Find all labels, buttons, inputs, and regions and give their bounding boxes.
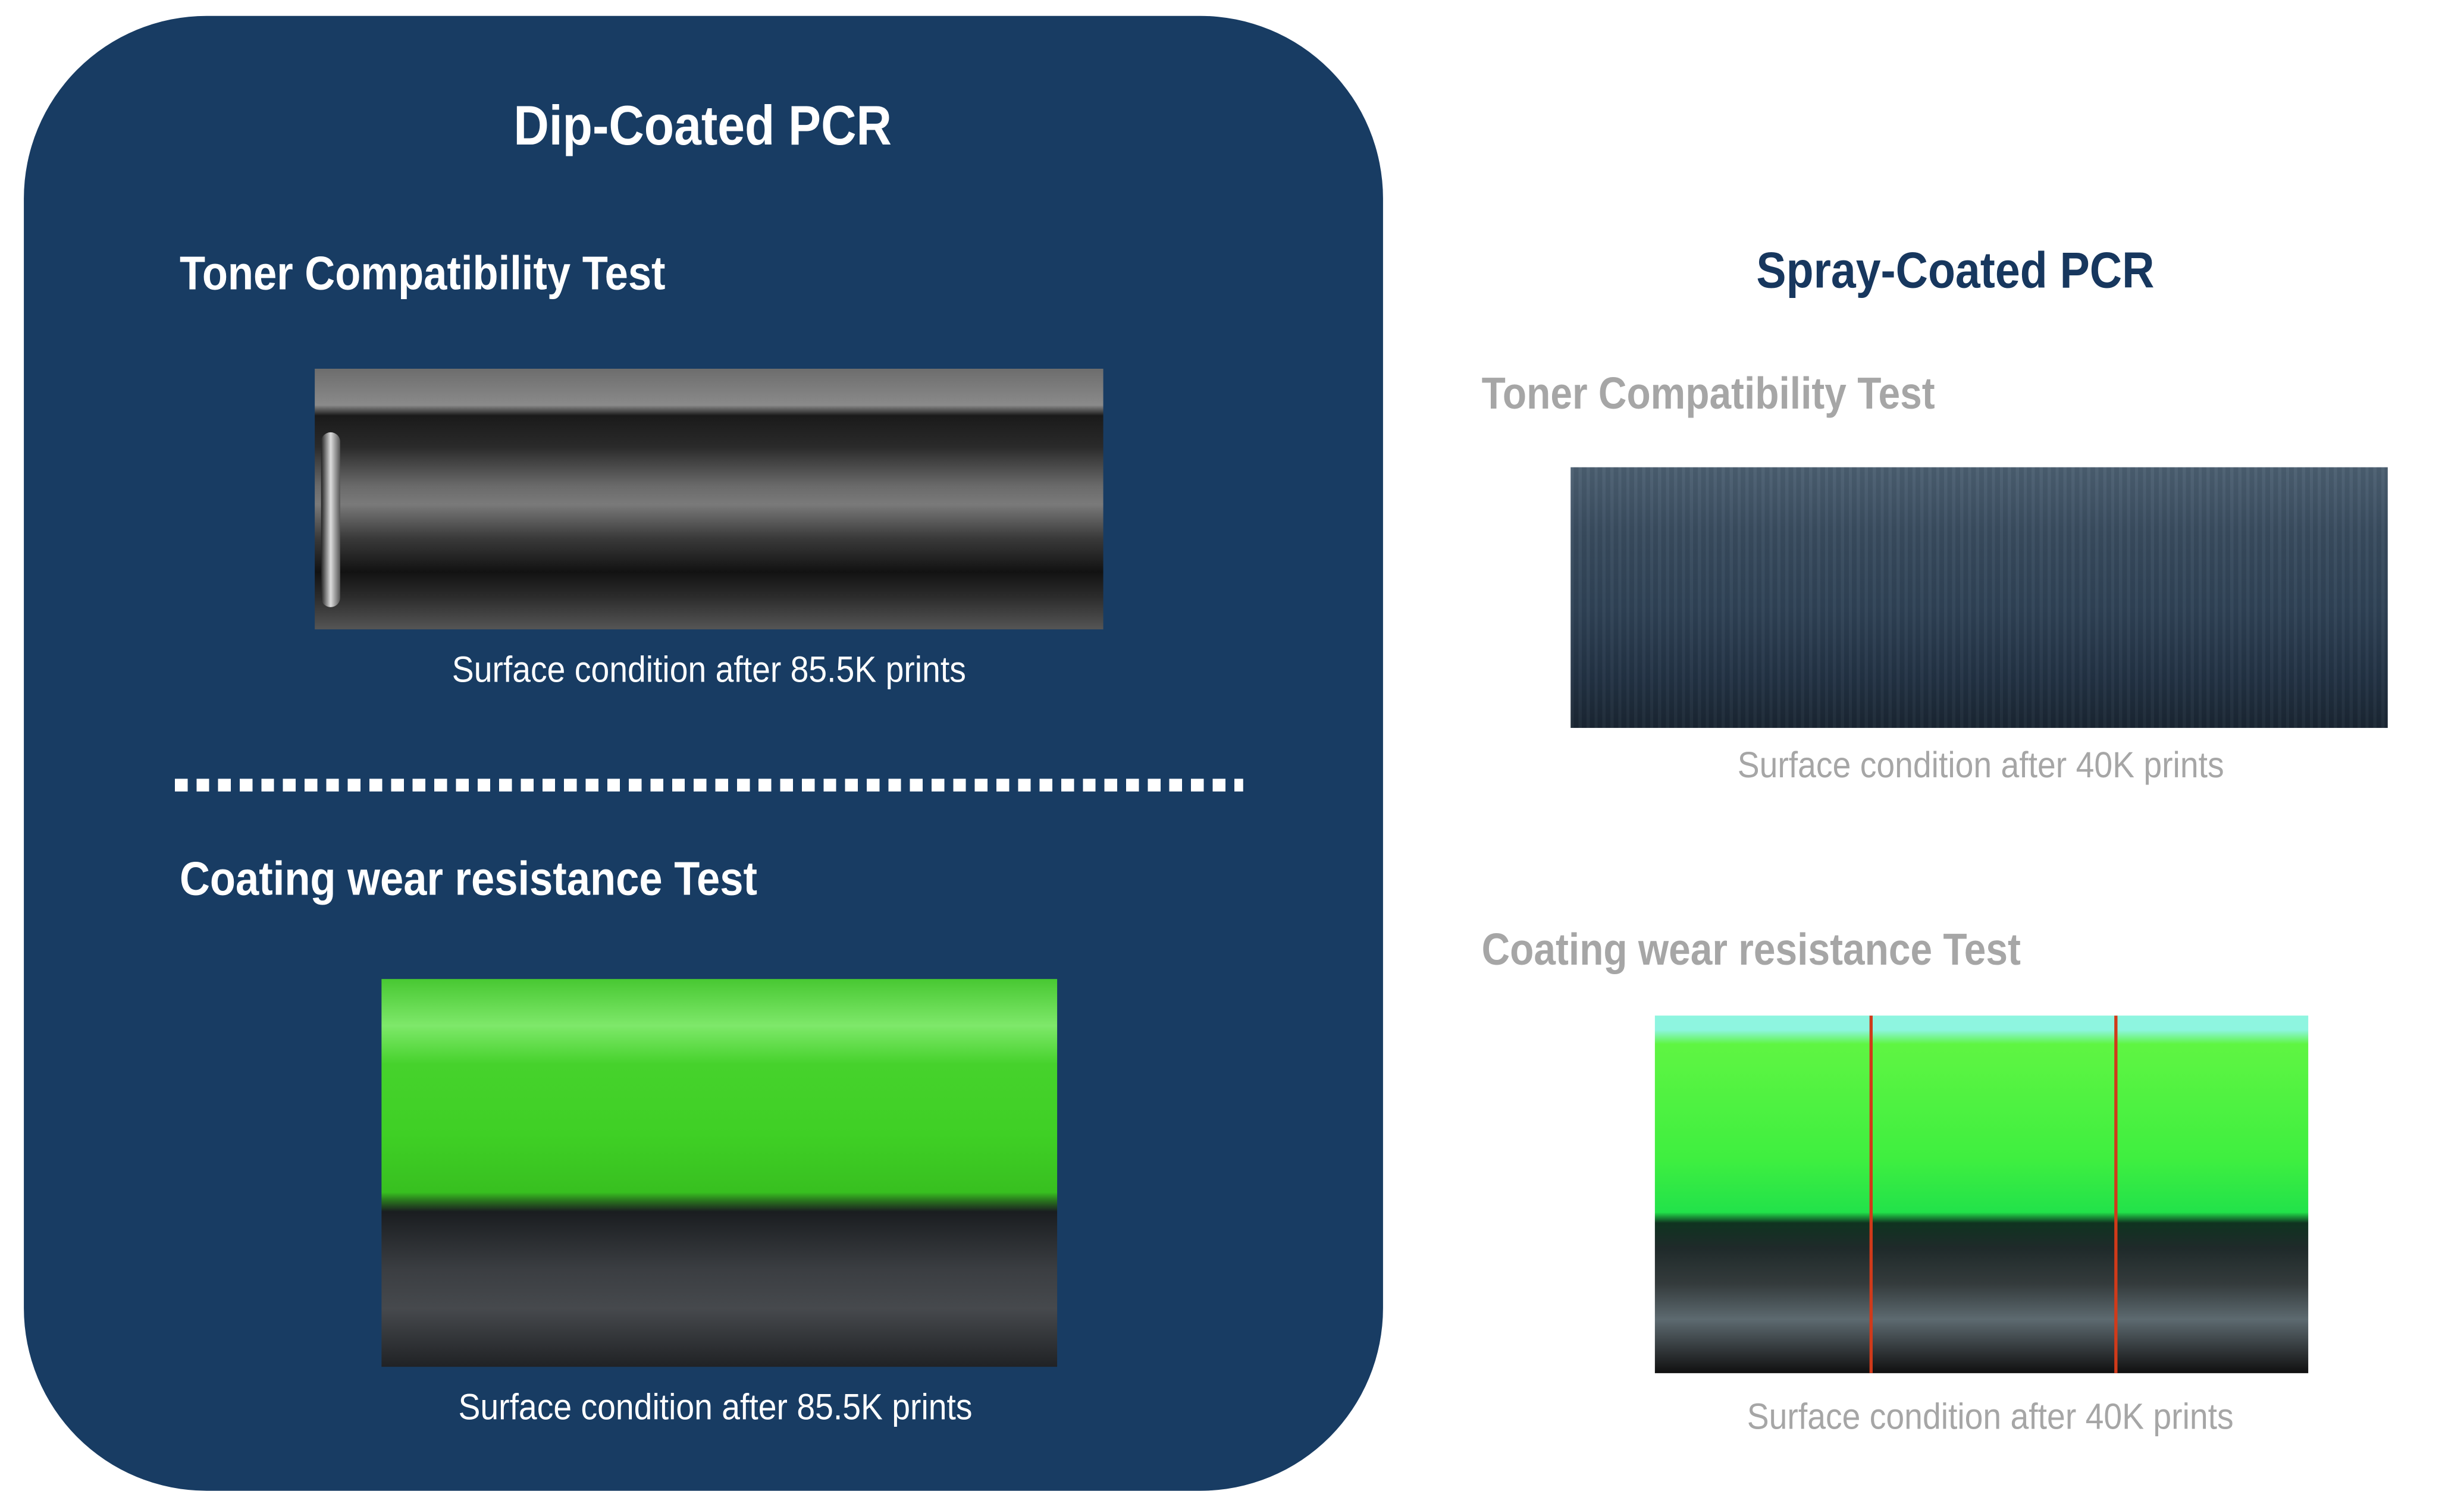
spray-coated-title: Spray-Coated PCR bbox=[1756, 241, 2155, 299]
spray-toner-caption: Surface condition after 40K prints bbox=[1737, 743, 2224, 786]
dip-wear-photo bbox=[381, 979, 1058, 1367]
dip-coated-title: Dip-Coated PCR bbox=[513, 95, 892, 158]
spray-toner-heading: Toner Compatibility Test bbox=[1481, 368, 1935, 418]
spray-wear-photo bbox=[1654, 1015, 2309, 1373]
marker-line bbox=[1869, 1015, 1873, 1373]
spray-toner-photo bbox=[1570, 467, 2388, 728]
dip-toner-photo bbox=[315, 368, 1104, 630]
spray-wear-caption: Surface condition after 40K prints bbox=[1747, 1395, 2234, 1437]
marker-line bbox=[2114, 1015, 2118, 1373]
dip-wear-caption: Surface condition after 85.5K prints bbox=[458, 1386, 973, 1427]
spray-wear-heading: Coating wear resistance Test bbox=[1481, 925, 2021, 975]
dotted-divider bbox=[174, 779, 1243, 792]
dip-toner-caption: Surface condition after 85.5K prints bbox=[452, 648, 966, 690]
dip-toner-heading: Toner Compatibility Test bbox=[179, 247, 666, 301]
dip-wear-heading: Coating wear resistance Test bbox=[179, 853, 758, 906]
